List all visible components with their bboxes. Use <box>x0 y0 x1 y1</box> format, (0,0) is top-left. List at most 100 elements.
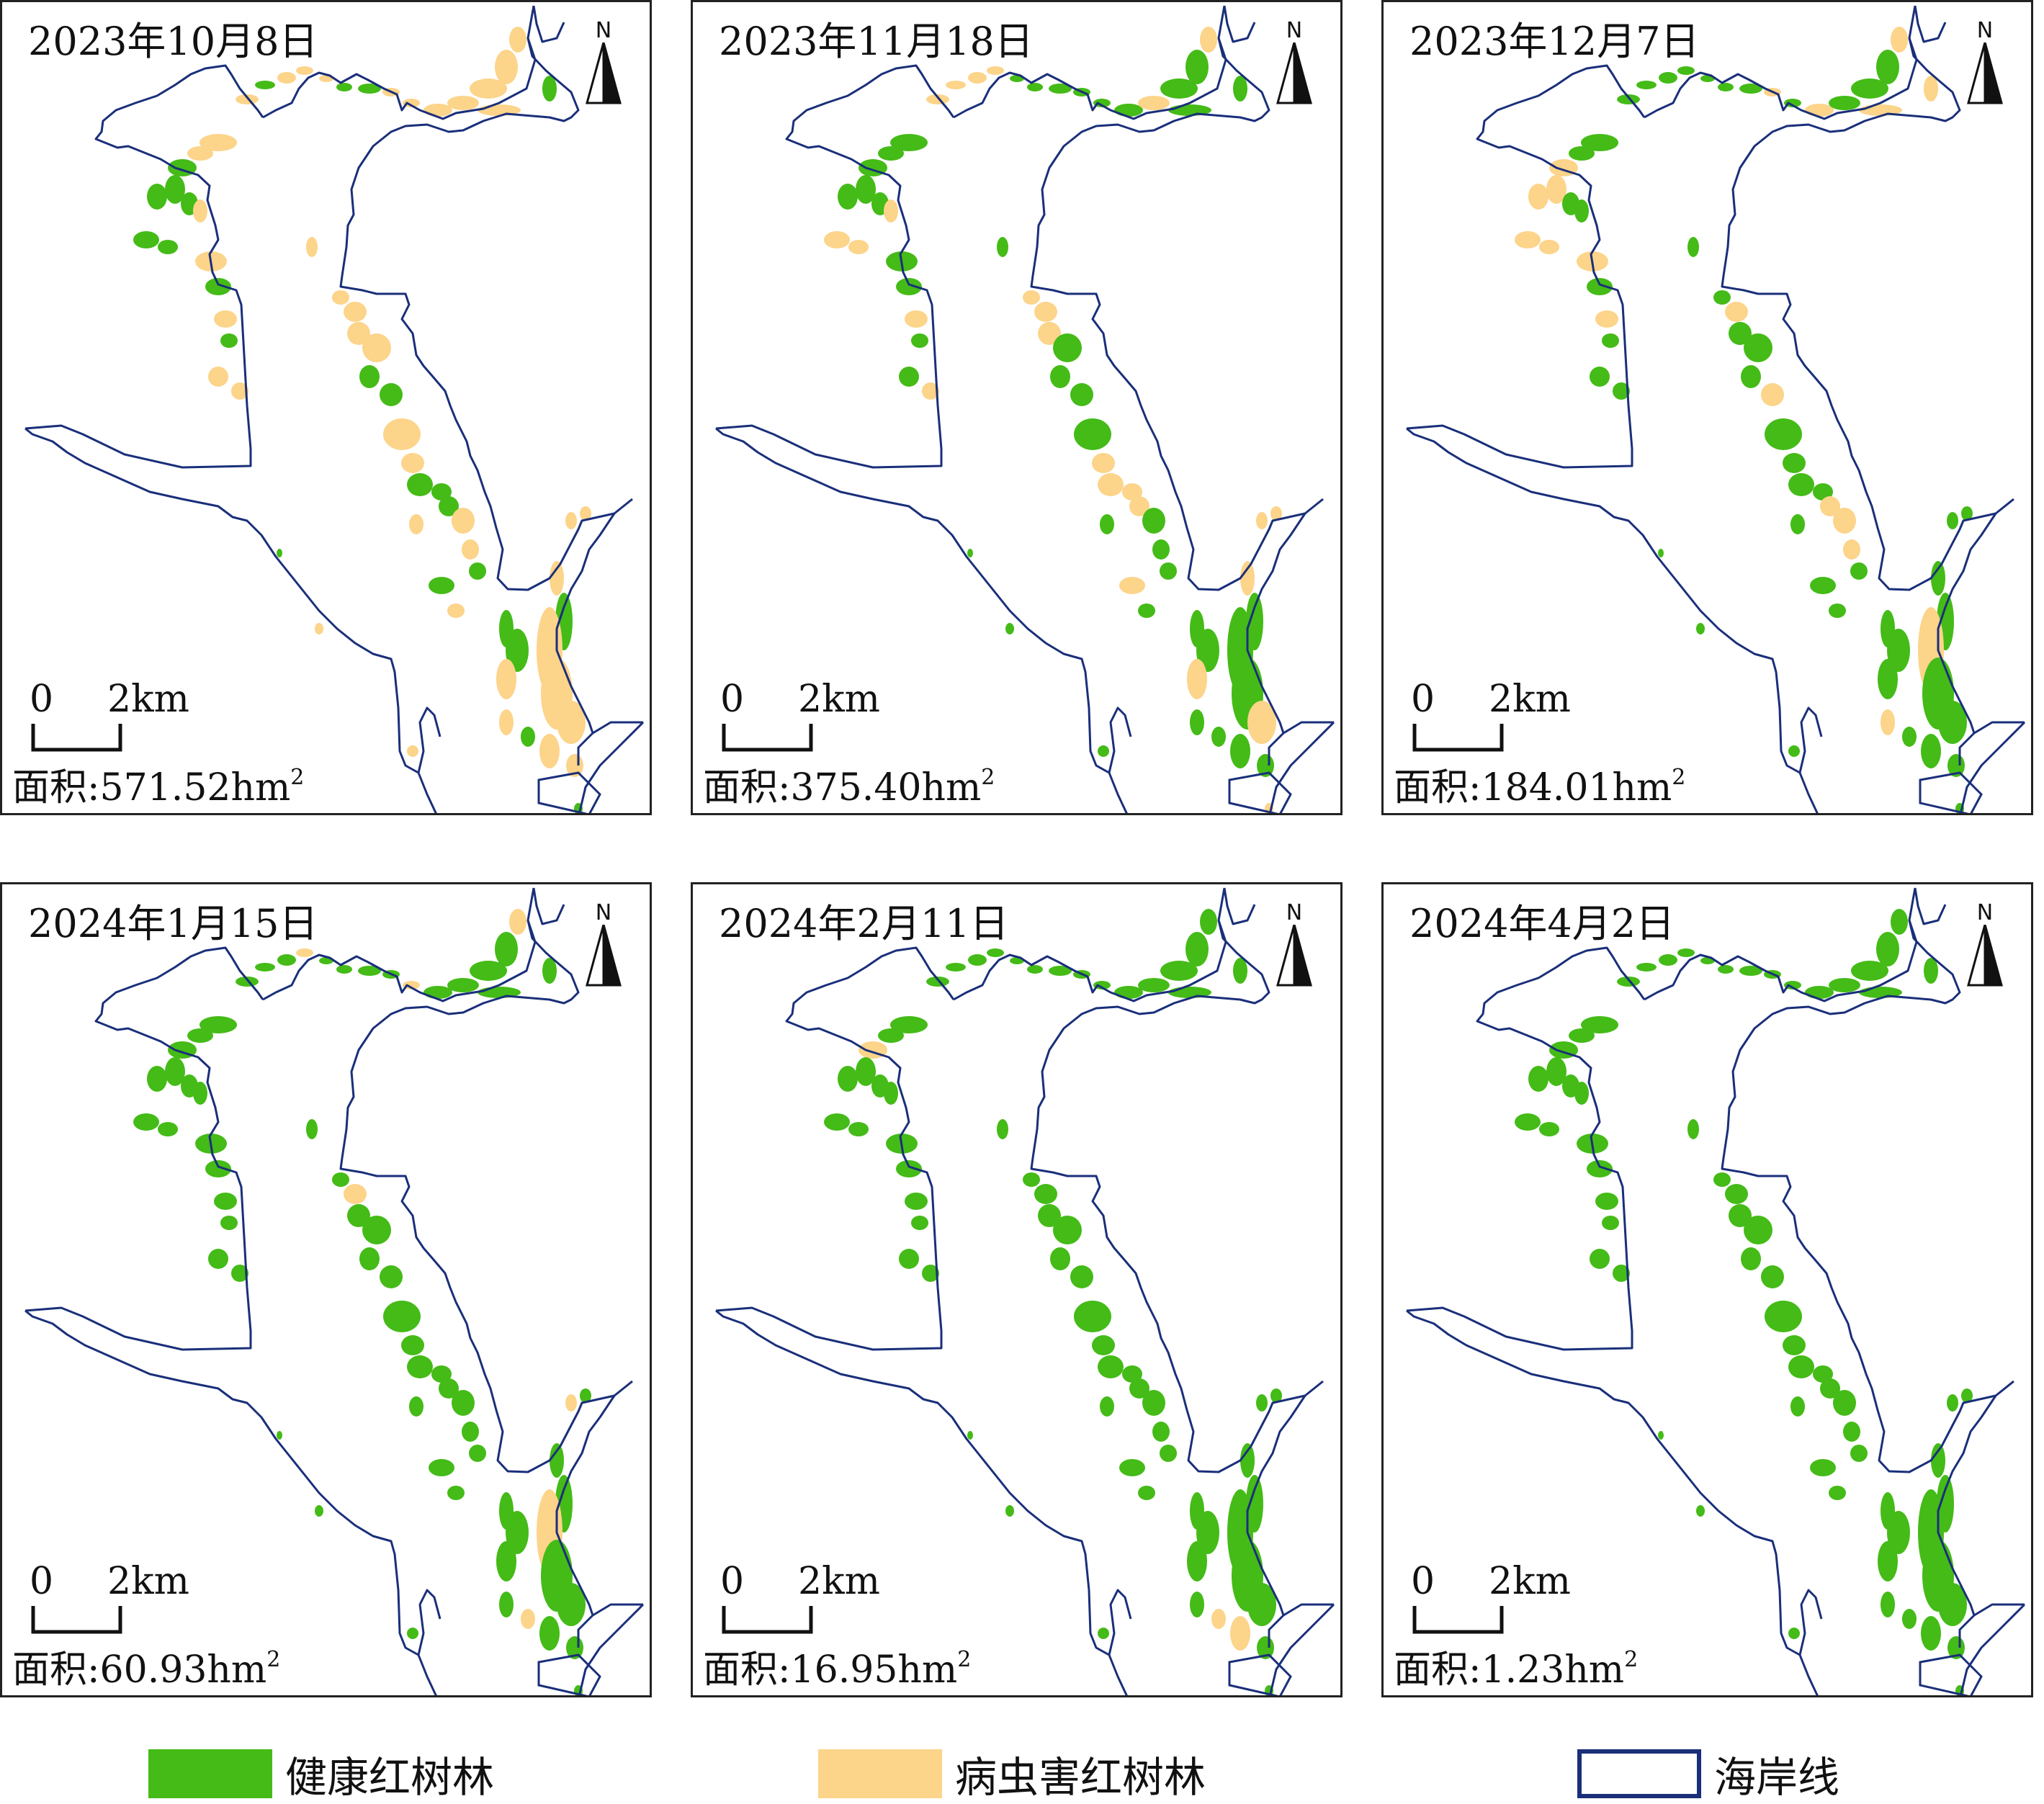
diseased-mangrove-patch <box>987 66 1004 75</box>
healthy-mangrove-patch <box>469 562 486 580</box>
healthy-mangrove-patch <box>1739 966 1762 976</box>
healthy-mangrove-patch <box>470 961 507 981</box>
healthy-mangrove-patch <box>359 1247 380 1270</box>
diseased-mangrove-patch <box>187 146 213 161</box>
healthy-mangrove-patch <box>1027 83 1043 91</box>
diseased-mangrove-patch <box>277 72 296 84</box>
coastline-polygon <box>537 1653 601 1695</box>
healthy-mangrove-patch <box>1114 104 1143 117</box>
legend-coastline-label: 海岸线 <box>1714 1753 1840 1802</box>
panel-date: 2023年12月7日 <box>1409 19 1700 64</box>
scale-bar: 0 2km <box>30 678 189 757</box>
coastline-path <box>1223 5 1256 43</box>
healthy-mangrove-patch <box>423 986 452 999</box>
coastline-path <box>1798 706 1823 773</box>
map-panel: 2024年4月2日 N 0 2km 面积:1.23hm2 <box>1381 882 2033 1697</box>
area-prefix: 面积: <box>703 766 791 809</box>
infested-area-label: 面积:375.40hm2 <box>703 757 995 811</box>
healthy-mangrove-patch <box>1741 1247 1761 1270</box>
healthy-mangrove-patch <box>1805 986 1834 999</box>
map-panel: 2023年10月8日 N 0 2km 面积:571.52hm2 <box>0 0 652 815</box>
healthy-mangrove-patch <box>896 278 922 295</box>
healthy-mangrove-patch <box>1098 1355 1124 1378</box>
healthy-mangrove-patch <box>1829 603 1846 618</box>
area-unit-superscript: 2 <box>290 764 305 790</box>
legend-diseased-swatch <box>818 1749 942 1798</box>
coastline-path <box>578 721 645 813</box>
scale-distance-label: 2km <box>798 1560 880 1603</box>
coastline-path <box>1108 1589 1132 1656</box>
healthy-mangrove-patch <box>1687 237 1699 257</box>
healthy-mangrove-patch <box>1891 909 1908 935</box>
healthy-mangrove-patch <box>1270 1388 1282 1403</box>
healthy-mangrove-patch <box>580 1388 591 1403</box>
map-panel: 2024年2月11日 N 0 2km 面积:16.95hm2 <box>691 882 1343 1697</box>
scale-bar-icon <box>31 1606 122 1634</box>
healthy-mangrove-patch <box>1878 659 1898 699</box>
coastline-path <box>953 887 1227 1002</box>
healthy-mangrove-patch <box>1813 1365 1833 1383</box>
panel-date: 2023年11月18日 <box>719 19 1034 64</box>
diseased-mangrove-patch <box>565 1394 577 1412</box>
coastline-path <box>24 64 264 469</box>
diseased-mangrove-patch <box>550 561 564 596</box>
coastline-path <box>953 5 1227 120</box>
coastline-path <box>1959 1603 2026 1695</box>
north-label: N <box>1286 18 1303 43</box>
area-unit-superscript: 2 <box>1672 764 1686 790</box>
coastline-path <box>24 427 437 813</box>
panel-date: 2024年2月11日 <box>719 901 1009 946</box>
north-arrow-icon <box>1276 925 1312 987</box>
healthy-mangrove-patch <box>165 175 185 204</box>
healthy-mangrove-patch <box>1092 1335 1115 1355</box>
north-arrow-icon <box>1967 925 2003 987</box>
area-value: 1.23 <box>1481 1648 1565 1692</box>
diseased-mangrove-patch <box>539 734 560 768</box>
healthy-mangrove-patch <box>1005 1505 1014 1517</box>
diseased-mangrove-patch <box>208 367 228 387</box>
diseased-mangrove-patch <box>922 382 939 400</box>
scale-distance-label: 2km <box>1489 678 1571 721</box>
healthy-mangrove-patch <box>133 231 159 248</box>
coastline-path <box>339 37 633 591</box>
area-unit-superscript: 2 <box>957 1646 972 1672</box>
healthy-mangrove-patch <box>1122 1365 1142 1383</box>
healthy-mangrove-patch <box>1790 514 1805 534</box>
area-prefix: 面积: <box>1394 766 1482 809</box>
diseased-mangrove-patch <box>1761 383 1784 406</box>
healthy-mangrove-patch <box>496 1541 516 1581</box>
healthy-mangrove-patch <box>1595 1193 1618 1210</box>
diseased-mangrove-patch <box>1515 231 1541 248</box>
healthy-mangrove-patch <box>1765 1301 1802 1332</box>
healthy-mangrove-patch <box>1023 1172 1040 1187</box>
coastline-map <box>1406 5 2026 813</box>
healthy-mangrove-patch <box>1093 981 1111 989</box>
scale-distance-label: 2km <box>798 678 880 721</box>
healthy-mangrove-patch <box>1947 1394 1958 1412</box>
healthy-mangrove-patch <box>967 1431 973 1440</box>
healthy-mangrove-patch <box>506 1511 529 1554</box>
healthy-mangrove-patch <box>1546 1057 1566 1086</box>
area-unit-superscript: 2 <box>1624 1646 1639 1672</box>
healthy-mangrove-patch <box>1528 1066 1548 1092</box>
healthy-mangrove-patch <box>1074 418 1111 450</box>
diseased-mangrove-patch <box>1122 483 1142 501</box>
healthy-mangrove-patch <box>1185 932 1209 966</box>
coastline-path <box>1030 37 1324 591</box>
scale-distance-label: 2km <box>107 678 189 721</box>
diseased-mangrove-patch <box>447 603 465 618</box>
legend-diseased-label: 病虫害红树林 <box>955 1753 1206 1802</box>
healthy-mangrove-patch <box>1829 1486 1846 1500</box>
healthy-mangrove-patch <box>1142 508 1165 534</box>
infested-area-label: 面积:1.23hm2 <box>1394 1639 1638 1693</box>
healthy-mangrove-patch <box>1142 1390 1165 1416</box>
healthy-mangrove-patch <box>236 977 259 987</box>
healthy-mangrove-patch <box>1114 986 1143 999</box>
healthy-mangrove-patch <box>521 727 535 747</box>
healthy-mangrove-patch <box>407 1355 433 1378</box>
area-unit: hm <box>1612 766 1672 809</box>
healthy-mangrove-patch <box>380 1265 403 1288</box>
healthy-mangrove-patch <box>1725 1184 1748 1204</box>
diseased-mangrove-patch <box>344 1184 367 1204</box>
healthy-mangrove-patch <box>1138 603 1155 618</box>
